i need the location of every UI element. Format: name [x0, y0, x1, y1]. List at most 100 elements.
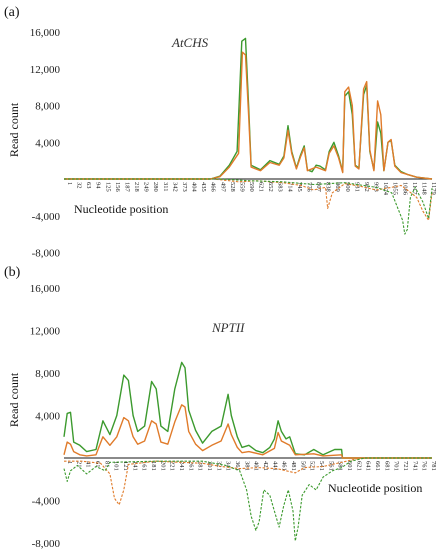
panel-b-ylabel: Read count — [7, 372, 21, 427]
x-tick-label: 125 — [104, 182, 111, 192]
x-tick-label: 342 — [171, 182, 178, 192]
x-tick-label: 701 — [393, 461, 400, 471]
y-tick-label: 4,000 — [35, 137, 60, 149]
x-tick-label: 141 — [131, 461, 138, 471]
panel-a: (a) AtCHS Read count Nucleotide position… — [4, 5, 437, 260]
x-tick-label: 1148 — [420, 182, 427, 195]
x-tick-label: 32 — [76, 182, 83, 189]
panel-a-ylabel: Read count — [7, 102, 21, 157]
series-antisense-orange-line — [64, 457, 432, 506]
x-tick-label: 559 — [238, 182, 245, 192]
panel-b-series — [63, 361, 432, 542]
x-tick-label: 81 — [103, 461, 110, 468]
x-tick-label: 401 — [253, 461, 260, 471]
panel-a-gene-title: AtCHS — [171, 35, 209, 50]
x-tick-label: 156 — [114, 182, 121, 193]
x-tick-label: 381 — [243, 461, 250, 471]
x-tick-label: 441 — [271, 461, 278, 471]
series-antisense-green-line — [63, 457, 432, 542]
x-tick-label: 249 — [143, 182, 150, 192]
x-tick-label: 461 — [281, 461, 288, 471]
x-tick-label: 221 — [169, 461, 176, 471]
x-tick-label: 1055 — [392, 182, 399, 195]
x-tick-label: 621 — [355, 461, 362, 471]
x-tick-label: 373 — [181, 182, 188, 192]
x-tick-label: 601 — [346, 461, 353, 471]
x-tick-label: 261 — [187, 461, 194, 471]
x-tick-label: 63 — [85, 182, 92, 189]
panel-b-x-ticks: 1 21 41 61 81 101 121 141 161 181 201 221 241 261 281 3… — [66, 461, 437, 471]
x-tick-label: 521 — [309, 461, 316, 471]
x-tick-label: 621 — [258, 182, 265, 192]
x-tick-label: 241 — [178, 461, 185, 471]
panel-a-series — [64, 37, 433, 235]
x-tick-label: 781 — [430, 461, 437, 471]
x-tick-label: 807 — [315, 182, 322, 193]
x-tick-label: 652 — [267, 182, 274, 192]
panel-b: (b) NPTII Read count Nucleotide position… — [4, 265, 437, 550]
y-tick-label: -4,000 — [32, 211, 61, 223]
x-tick-label: 1086 — [401, 182, 408, 196]
x-tick-label: 721 — [402, 461, 409, 471]
x-tick-label: 581 — [337, 461, 344, 471]
y-tick-label: -8,000 — [32, 538, 61, 550]
x-tick-label: 683 — [277, 182, 284, 192]
x-tick-label: 931 — [353, 182, 360, 192]
x-tick-label: 661 — [374, 461, 381, 471]
x-tick-label: 590 — [248, 182, 255, 192]
series-antisense-green-line — [64, 178, 433, 235]
y-tick-label: 8,000 — [35, 368, 60, 380]
x-tick-label: 869 — [334, 182, 341, 192]
panel-b-label: (b) — [4, 265, 21, 280]
x-tick-label: 497 — [219, 182, 226, 193]
x-tick-label: 541 — [318, 461, 325, 471]
panel-b-y-ticks: -8,000 -4,000 4,000 8,000 12,000 16,000 — [30, 283, 432, 550]
x-tick-label: 1179 — [430, 182, 437, 195]
x-tick-label: 745 — [296, 182, 303, 192]
x-tick-label: 121 — [122, 461, 129, 471]
panel-b-gene-title: NPTII — [211, 320, 245, 335]
x-tick-label: 404 — [191, 182, 198, 193]
x-tick-label: 838 — [325, 182, 332, 192]
x-tick-label: 187 — [123, 182, 130, 193]
y-tick-label: 4,000 — [35, 411, 60, 423]
panel-a-y-ticks: -8,000 -4,000 4,000 8,000 12,000 16,000 — [30, 27, 432, 260]
y-tick-label: -4,000 — [32, 496, 61, 508]
x-tick-label: 361 — [234, 461, 241, 471]
y-tick-label: 12,000 — [30, 64, 61, 76]
y-tick-label: 16,000 — [30, 27, 61, 39]
x-tick-label: 94 — [95, 182, 102, 189]
x-tick-label: 201 — [159, 461, 166, 471]
x-tick-label: 41 — [85, 461, 92, 468]
x-tick-label: 641 — [365, 461, 372, 471]
panel-b-xlabel: Nucleotide position — [328, 481, 422, 495]
x-tick-label: 1 — [66, 182, 73, 185]
x-tick-label: 101 — [113, 461, 120, 471]
x-tick-label: 501 — [299, 461, 306, 471]
x-tick-label: 741 — [411, 461, 418, 471]
y-tick-label: 16,000 — [30, 283, 61, 295]
x-tick-label: 481 — [290, 461, 297, 471]
x-tick-label: 281 — [197, 461, 204, 471]
y-tick-label: -8,000 — [32, 248, 61, 260]
x-tick-label: 311 — [162, 182, 169, 192]
y-tick-label: 8,000 — [35, 101, 60, 113]
x-tick-label: 161 — [141, 461, 148, 471]
panel-a-label: (a) — [4, 5, 20, 20]
panel-a-x-ticks: 1 32 63 94 125 156 187 218 249 280 311 342 373 404 435… — [66, 182, 437, 196]
x-tick-label: 61 — [94, 461, 101, 468]
panel-a-xlabel: Nucleotide position — [74, 202, 168, 216]
x-tick-label: 301 — [206, 461, 213, 471]
x-tick-label: 900 — [344, 182, 351, 192]
y-tick-label: 12,000 — [30, 326, 61, 338]
x-tick-label: 561 — [327, 461, 334, 471]
x-tick-label: 218 — [133, 182, 140, 192]
series-sense-green-line — [63, 361, 432, 459]
x-tick-label: 421 — [262, 461, 269, 471]
series-sense-orange-line — [63, 404, 432, 459]
x-tick-label: 776 — [305, 182, 312, 193]
x-tick-label: 435 — [200, 182, 207, 192]
x-tick-label: 761 — [421, 461, 428, 471]
x-tick-label: 181 — [150, 461, 157, 471]
